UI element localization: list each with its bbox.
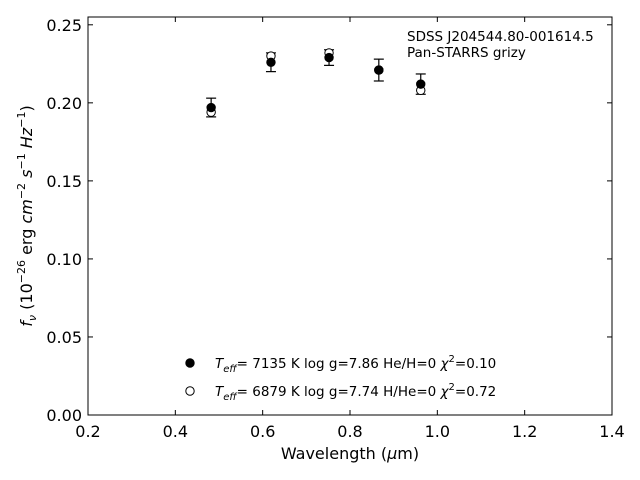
legend-1-composition: He/H=0 [383, 356, 436, 372]
x-tick-label-6: 1.4 [599, 422, 624, 441]
model-filled-point-4 [416, 79, 426, 89]
y-tick-label-1: 0.05 [46, 328, 82, 347]
legend-1-logg: log g=7.86 [304, 356, 379, 372]
legend-entry-2: Teff= 6879 K log g=7.74 H/He=0 χ2=0.72 [215, 382, 496, 403]
x-axis-label: Wavelength (μm) [281, 444, 419, 463]
model-filled-point-3 [374, 65, 384, 75]
y-tick-label-5: 0.25 [46, 16, 82, 35]
y-tick-label-4: 0.20 [46, 94, 82, 113]
x-tick-label-2: 0.6 [250, 422, 275, 441]
x-tick-label-4: 1.0 [425, 422, 450, 441]
legend-marker-open [185, 386, 195, 396]
x-tick-label-1: 0.4 [163, 422, 188, 441]
x-tick-label-3: 0.8 [337, 422, 362, 441]
legend-marker-filled [185, 358, 195, 368]
y-axis-label: fν (10−26 erg cm−2 s−1 Hz−1) [15, 105, 39, 326]
model-filled-point-2 [324, 52, 334, 63]
legend: Teff= 7135 K log g=7.86 He/H=0 χ2=0.10 T… [185, 354, 496, 403]
legend-1-chi2: =0.10 [455, 356, 496, 372]
legend-1-teff: 7135 K [252, 356, 301, 372]
model-filled-point-1 [266, 57, 276, 67]
model-filled-point-0 [206, 102, 216, 113]
y-tick-label-3: 0.15 [46, 172, 82, 191]
legend-entry-1: Teff= 7135 K log g=7.86 He/H=0 χ2=0.10 [215, 354, 496, 375]
annotation-object-name: SDSS J204544.80-001614.5 [407, 29, 594, 45]
legend-2-composition: H/He=0 [383, 384, 436, 400]
y-tick-label-0: 0.00 [46, 406, 82, 425]
legend-2-teff: 6879 K [252, 384, 301, 400]
x-tick-label-5: 1.2 [512, 422, 537, 441]
legend-2-logg: log g=7.74 [304, 384, 379, 400]
annotation-survey-name: Pan-STARRS grizy [407, 45, 526, 61]
x-tick-label-0: 0.2 [75, 422, 100, 441]
legend-2-chi2: =0.72 [455, 384, 496, 400]
y-tick-label-2: 0.10 [46, 250, 82, 269]
